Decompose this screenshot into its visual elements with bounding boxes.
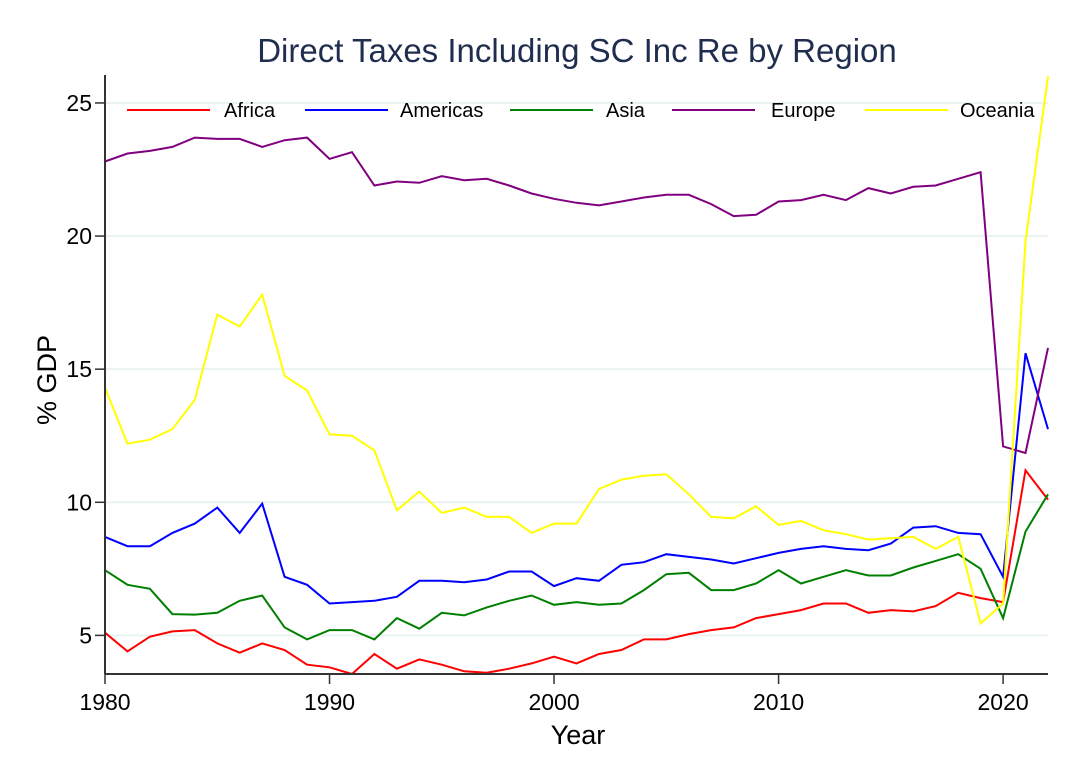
y-tick-label: 15	[66, 356, 92, 382]
legend-item-oceania: Oceania	[865, 100, 1035, 122]
y-tick-label: 25	[66, 90, 92, 116]
y-tick-label: 10	[66, 489, 92, 515]
chart-title: Direct Taxes Including SC Inc Re by Regi…	[257, 32, 897, 69]
legend-item-europe: Europe	[672, 100, 836, 122]
legend-label: Africa	[224, 100, 276, 122]
x-tick-label: 2000	[528, 689, 579, 715]
series-line-africa	[104, 467, 1049, 676]
x-tick-label: 1990	[304, 689, 355, 715]
series-line-oceania	[104, 76, 1049, 626]
legend-item-asia: Asia	[510, 100, 646, 122]
legend-item-africa: Africa	[127, 100, 276, 122]
x-axis-label: Year	[551, 720, 606, 750]
y-tick-label: 20	[66, 223, 92, 249]
x-tick-label: 2010	[753, 689, 804, 715]
series-line-europe	[104, 136, 1049, 455]
legend-label: Europe	[771, 100, 836, 122]
series-lines	[104, 76, 1049, 676]
y-axis-label: % GDP	[32, 335, 62, 425]
axes: 5 10 15 20 25 1980 1990 2000 2010 2020	[66, 75, 1048, 715]
x-tick-label: 1980	[79, 689, 130, 715]
series-line-asia	[104, 493, 1049, 641]
series-line-americas	[104, 352, 1049, 605]
legend-item-americas: Americas	[305, 100, 483, 122]
legend-label: Asia	[606, 100, 646, 122]
x-tick-label: 2020	[978, 689, 1029, 715]
legend: Africa Americas Asia Europe Oceania	[127, 100, 1035, 122]
y-tick-label: 5	[79, 622, 92, 648]
legend-label: Oceania	[960, 100, 1035, 122]
gridlines	[105, 101, 1048, 637]
legend-label: Americas	[400, 100, 483, 122]
